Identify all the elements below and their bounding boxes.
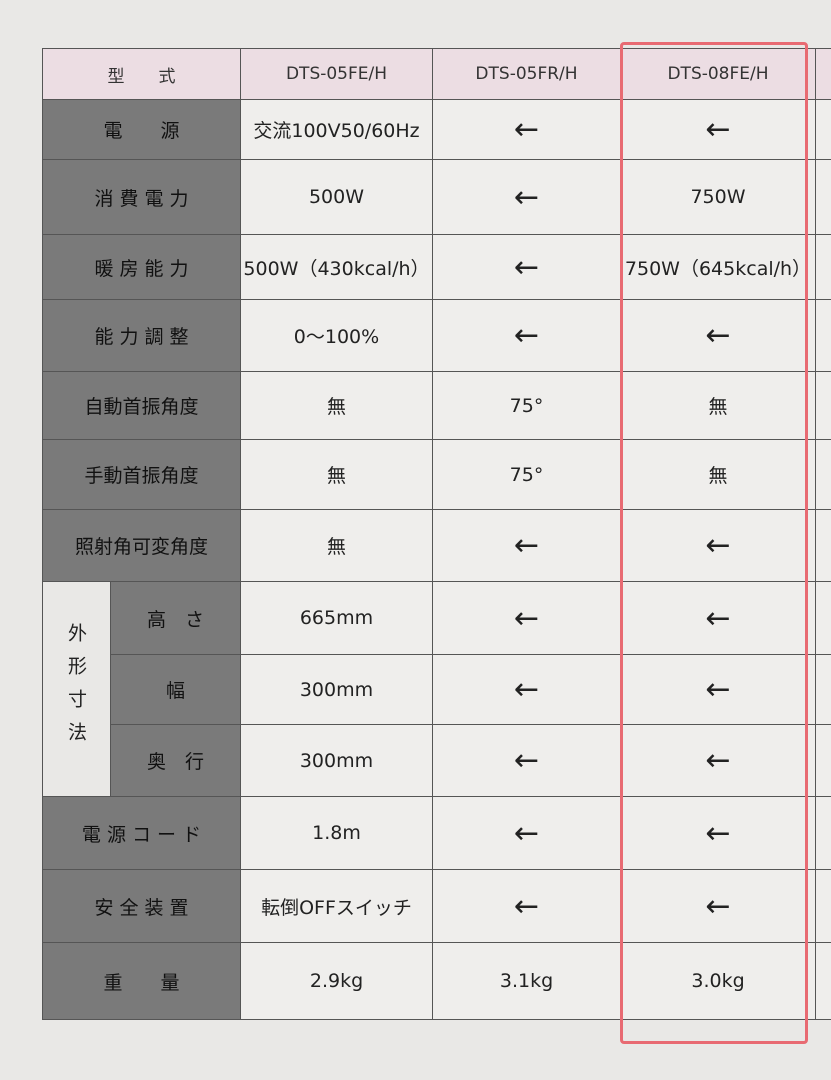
spec-row: 能 力 調 整 0～100% ← ← [42,299,831,372]
spec-value: 2.9kg [240,942,433,1020]
highlight-box [620,42,808,1044]
spec-table-frame: 型 式 DTS-05FE/H DTS-05FR/H DTS-08FE/H 電 源交流10… [42,48,831,1023]
cut-off-cell [815,581,831,655]
model-name: DTS-08FE/H [620,48,816,100]
spec-row: 奥 行 300mm ← ← [43,724,831,797]
cut-off-cell [815,869,831,943]
spec-value: 500W（430kcal/h） [240,234,433,300]
cut-off-cell [815,509,831,582]
same-as-left: ← [432,299,621,372]
spec-value: 転倒OFFスイッチ [240,869,433,943]
same-as-left: ← [432,869,621,943]
cut-off-cell [815,654,831,725]
cut-off-cell [815,439,831,510]
cut-off-cell [815,942,831,1020]
spec-value: 750W [620,159,816,235]
spec-value: 300mm [240,654,433,725]
spec-value: 0～100% [240,299,433,372]
spec-value: 無 [240,371,433,440]
spec-value: 300mm [240,724,433,797]
row-label: 奥 行 [110,724,241,797]
row-label: 電 源 [42,99,241,160]
spec-value: 750W（645kcal/h） [620,234,816,300]
spec-table: 型 式 DTS-05FE/H DTS-05FR/H DTS-08FE/H 電 源交流10… [42,48,831,1020]
cut-off-cell [815,159,831,235]
spec-row: 安 全 装 置転倒OFFスイッチ ← ← [42,869,831,943]
spec-value: 75° [432,371,621,440]
spec-row: 手動首振角度無 75° 無 [42,439,831,510]
spec-row: 外形寸法高 さ 665mm ← ← [42,581,831,797]
cut-off-cell [815,724,831,797]
model-name: DTS-05FE/H [240,48,433,100]
same-as-left: ← [432,159,621,235]
row-label: 幅 [110,654,241,725]
header-label: 型 式 [42,48,241,100]
row-label: 高 さ [110,581,241,655]
spec-value: 500W [240,159,433,235]
row-label: 能 力 調 整 [42,299,241,372]
row-label: 暖 房 能 力 [42,234,241,300]
row-label: 照射角可変角度 [42,509,241,582]
spec-value: 無 [240,509,433,582]
row-label: 手動首振角度 [42,439,241,510]
group-label: 外形寸法 [42,581,111,797]
spec-value: 665mm [240,581,433,655]
cut-off-cell [815,299,831,372]
cut-off-cell [815,796,831,870]
spec-row: 重 量 2.9kg 3.1kg 3.0kg [42,942,831,1020]
same-as-left: ← [620,299,816,372]
spec-row: 電 源交流100V50/60Hz ← ← [42,99,831,160]
spec-row: 電 源 コ ー ド 1.8m ← ← [42,796,831,870]
same-as-left: ← [432,234,621,300]
cut-off-cell [815,48,831,100]
table-body: 型 式 DTS-05FE/H DTS-05FR/H DTS-08FE/H 電 源交流10… [42,48,831,1020]
spec-value: 3.0kg [620,942,816,1020]
spec-value: 無 [240,439,433,510]
same-as-left: ← [432,796,621,870]
model-name: DTS-05FR/H [432,48,621,100]
same-as-left: ← [432,654,621,725]
row-label: 消 費 電 力 [42,159,241,235]
spec-row: 照射角可変角度無 ← ← [42,509,831,582]
same-as-left: ← [620,654,816,725]
spec-value: 交流100V50/60Hz [240,99,433,160]
spec-value: 無 [620,371,816,440]
row-label: 自動首振角度 [42,371,241,440]
header-row: 型 式 DTS-05FE/H DTS-05FR/H DTS-08FE/H [42,48,831,100]
same-as-left: ← [432,509,621,582]
same-as-left: ← [620,796,816,870]
cut-off-cell [815,371,831,440]
spec-value: 3.1kg [432,942,621,1020]
spec-row: 自動首振角度無 75° 無 [42,371,831,440]
same-as-left: ← [432,724,621,797]
spec-value: 75° [432,439,621,510]
cut-off-cell [815,99,831,160]
cut-off-cell [815,234,831,300]
spec-row: 幅 300mm ← ← [43,654,831,725]
spec-row: 消 費 電 力 500W ← 750W [42,159,831,235]
row-label: 電 源 コ ー ド [42,796,241,870]
same-as-left: ← [432,99,621,160]
row-label: 安 全 装 置 [42,869,241,943]
same-as-left: ← [620,581,816,655]
spec-value: 1.8m [240,796,433,870]
same-as-left: ← [432,581,621,655]
row-label: 重 量 [42,942,241,1020]
same-as-left: ← [620,99,816,160]
